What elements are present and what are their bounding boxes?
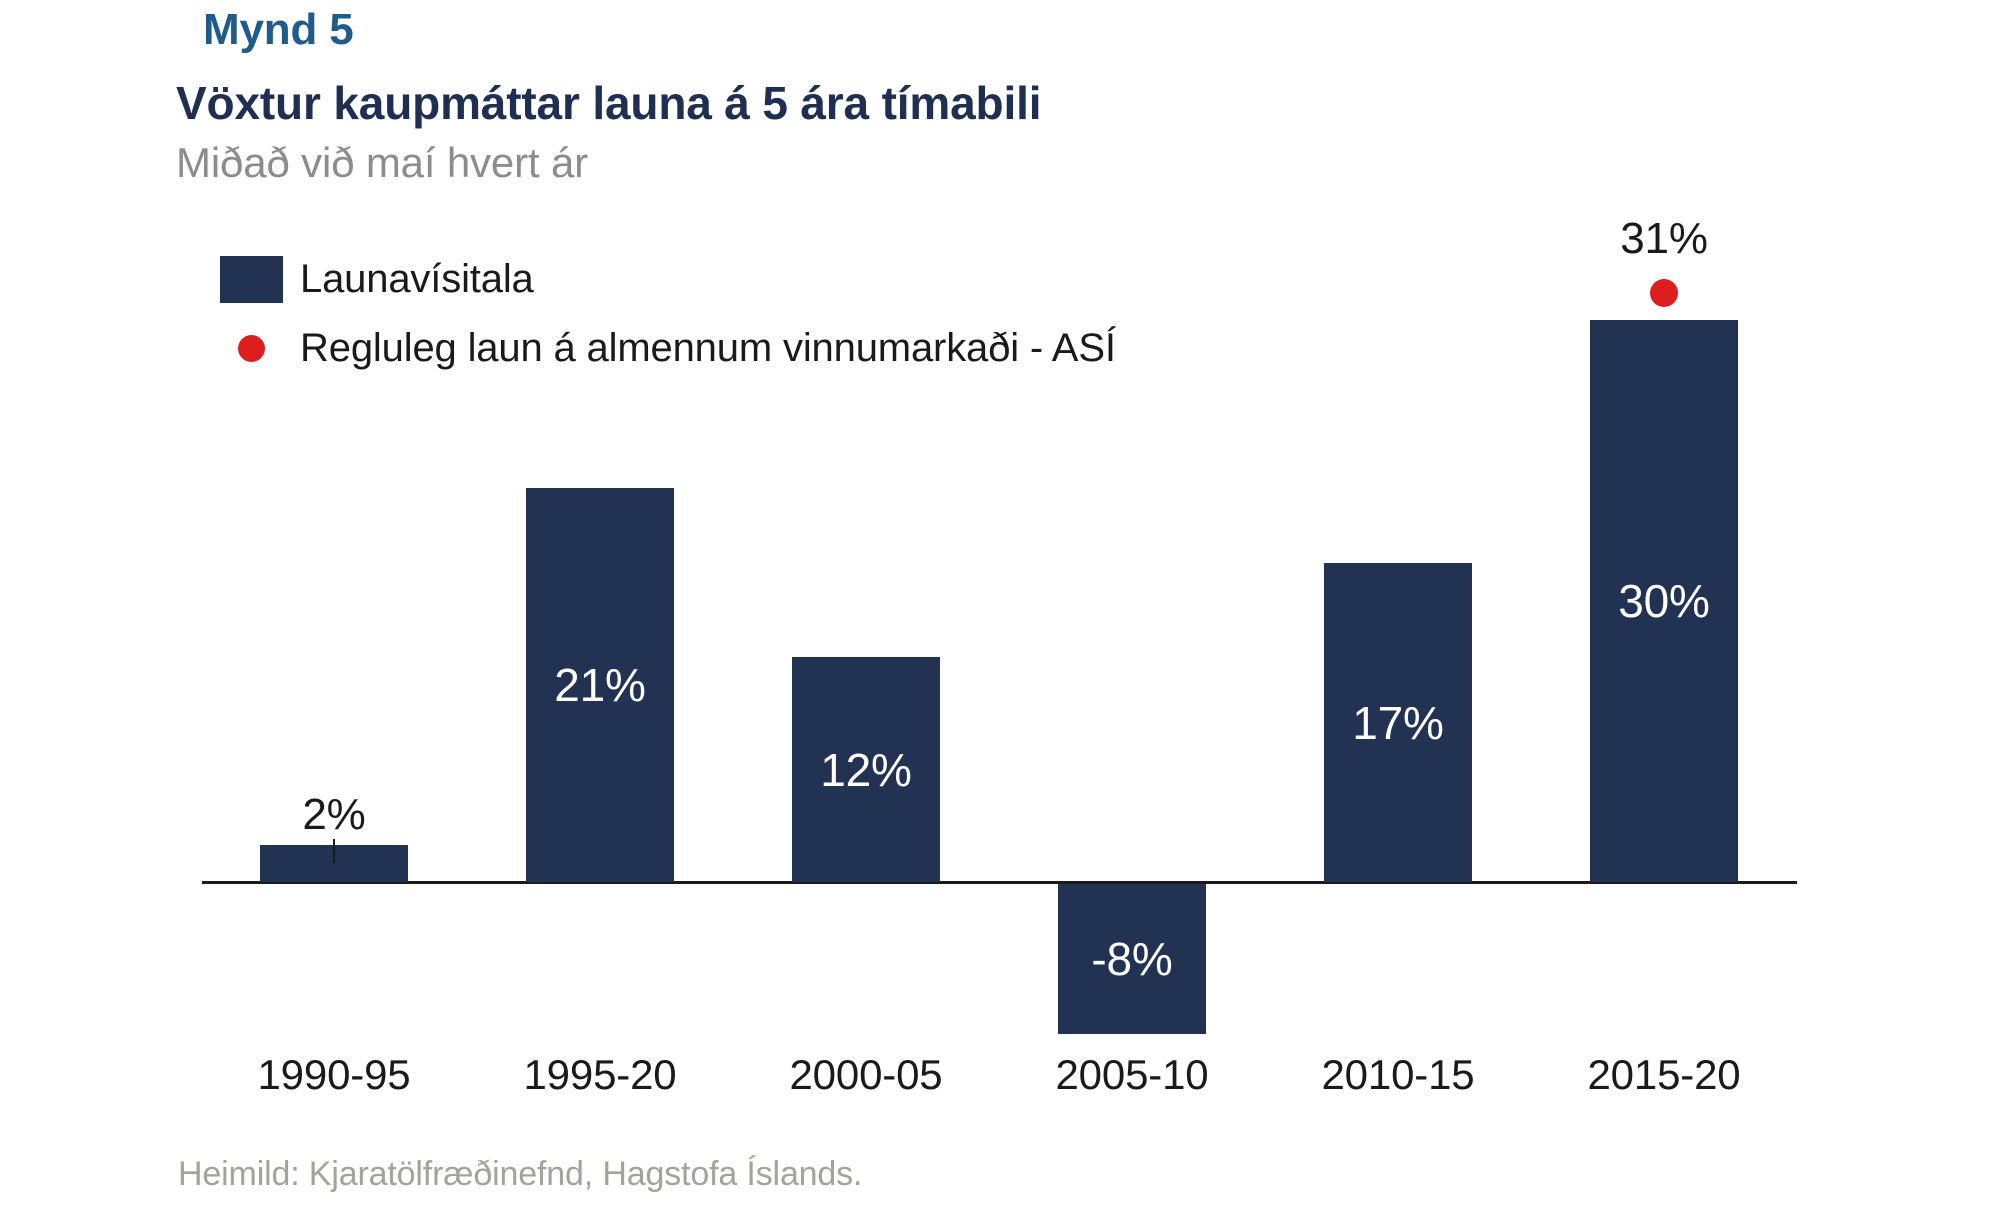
x-tick-label: 2000-05 <box>789 1051 943 1098</box>
bar-2005-10: -8% <box>1058 884 1206 1034</box>
x-tick-label: 2015-20 <box>1587 1051 1741 1098</box>
scatter-point-2015-20 <box>1650 278 1678 307</box>
x-axis-line <box>202 881 1797 884</box>
bar-1995-20: 21% <box>526 488 674 882</box>
bar-value-label: 21% <box>554 659 646 712</box>
figure-number: Mynd 5 <box>203 5 354 54</box>
label-leader-line <box>333 838 335 863</box>
x-tick-label: 2005-10 <box>1055 1051 1209 1098</box>
chart-subtitle: Miðað við maí hvert ár <box>176 139 588 186</box>
bar-2010-15: 17% <box>1324 563 1472 882</box>
bar-value-label: 12% <box>820 743 912 796</box>
bar-value-label: 17% <box>1352 696 1444 749</box>
x-tick-label: 2010-15 <box>1321 1051 1475 1098</box>
legend-bar-label: Launavísitala <box>300 257 534 301</box>
bar-value-label: 30% <box>1618 574 1710 627</box>
point-value-label: 31% <box>1620 213 1708 263</box>
source-note: Heimild: Kjaratölfræðinefnd, Hagstofa Ís… <box>178 1155 863 1193</box>
bar-value-label: 2% <box>302 789 366 839</box>
chart-title: Vöxtur kaupmáttar launa á 5 ára tímabili <box>176 77 1042 129</box>
legend-point-label: Regluleg laun á almennum vinnumarkaði - … <box>300 326 1116 370</box>
x-tick-label: 1995-20 <box>523 1051 677 1098</box>
bar-value-label: -8% <box>1091 933 1173 985</box>
legend-point-swatch <box>238 335 265 362</box>
legend-bar-swatch <box>220 256 283 303</box>
bar-2015-20: 30% <box>1590 319 1738 882</box>
x-tick-label: 1990-95 <box>257 1051 411 1098</box>
bar-2000-05: 12% <box>792 657 940 882</box>
